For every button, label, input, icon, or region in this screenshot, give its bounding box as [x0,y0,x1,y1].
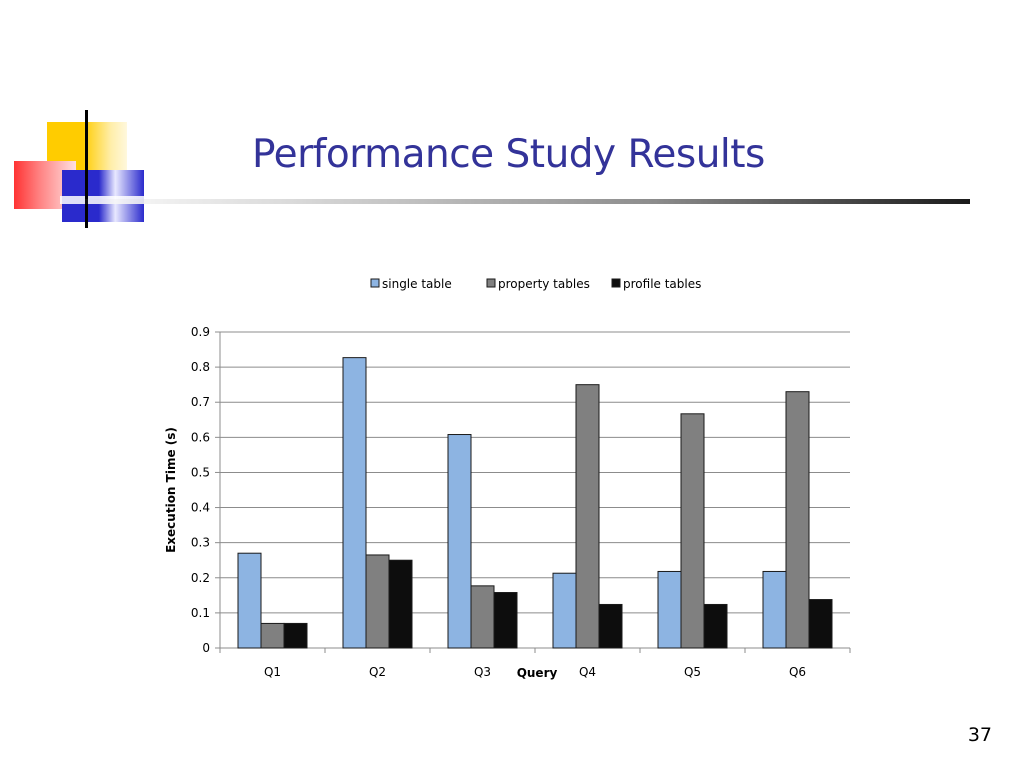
y-axis-title: Execution Time (s) [164,427,178,553]
y-tick-label: 0.1 [191,606,210,620]
bar-single-table-q3 [447,434,472,649]
y-tick-label: 0.2 [191,571,210,585]
y-tick-label: 0.3 [191,536,210,550]
y-tick-label: 0.7 [191,395,210,409]
decor-vertical-line [85,110,88,228]
x-axis-title: Query [517,666,558,680]
bar-property-tables-q1 [260,622,285,649]
bar-property-tables-q3 [470,585,495,649]
bar-property-tables-q6 [785,391,810,649]
bar-profile-tables-q2 [388,559,413,649]
bar-property-tables-q5 [680,413,705,649]
bar-profile-tables-q3 [493,592,518,649]
bar-single-table-q4 [552,572,577,649]
page-number: 37 [967,724,992,746]
bar-profile-tables-q6 [808,599,833,649]
y-tick-label: 0.6 [191,430,210,444]
legend-swatch-single-table [370,278,380,288]
bar-single-table-q6 [762,570,787,649]
bar-profile-tables-q4 [598,603,623,649]
x-tick-label: Q4 [579,665,596,679]
legend-label-property-tables: property tables [498,277,590,291]
bar-single-table-q5 [657,570,682,649]
bar-single-table-q1 [237,552,262,649]
legend-swatch-property-tables [486,278,496,288]
bar-single-table-q2 [342,357,367,649]
x-tick-label: Q5 [684,665,701,679]
bar-property-tables-q4 [575,384,600,649]
chart-svg: 0 0.1 0.2 0.3 0.4 0.5 0.6 0.7 0.8 0.9 Q1 Q2 Q3 Q4 Q5 Q6… [164,277,851,680]
legend-label-single-table: single table [382,277,452,291]
x-tick-label: Q3 [474,665,491,679]
bar-profile-tables-q1 [283,622,308,649]
x-tick-label: Q1 [264,665,281,679]
x-tick-label: Q6 [789,665,806,679]
legend-label-profile-tables: profile tables [623,277,701,291]
bar-chart: 0 0.1 0.2 0.3 0.4 0.5 0.6 0.7 0.8 0.9 Q1 Q2 Q3 Q4 Q5 Q6… [150,265,870,695]
y-tick-label: 0.4 [191,501,210,515]
bar-profile-tables-q5 [703,603,728,649]
y-tick-label: 0.5 [191,465,210,479]
y-tick-label: 0 [202,641,210,655]
title-underline [70,199,970,204]
legend-swatch-profile-tables [611,278,621,288]
x-tick-label: Q2 [369,665,386,679]
y-tick-label: 0.9 [191,325,210,339]
slide-title: Performance Study Results [252,132,765,177]
bar-property-tables-q2 [365,554,390,649]
y-tick-label: 0.8 [191,360,210,374]
